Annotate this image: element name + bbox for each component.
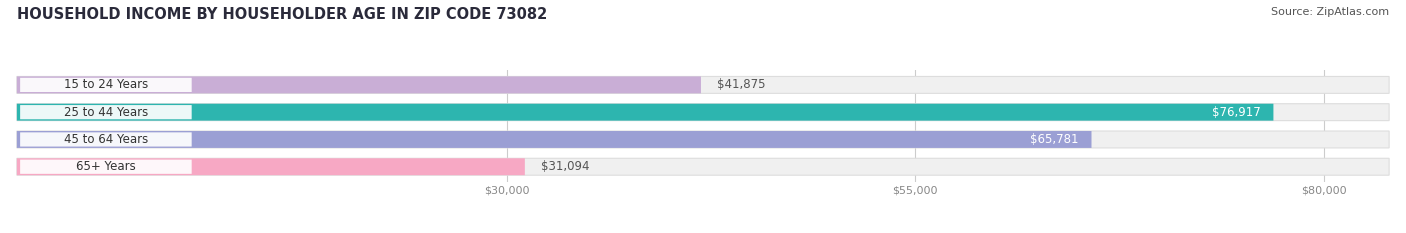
FancyBboxPatch shape	[17, 104, 1389, 121]
FancyBboxPatch shape	[17, 76, 702, 93]
FancyBboxPatch shape	[17, 158, 1389, 175]
Text: 65+ Years: 65+ Years	[76, 160, 136, 173]
FancyBboxPatch shape	[20, 78, 191, 92]
Text: 15 to 24 Years: 15 to 24 Years	[63, 78, 148, 91]
FancyBboxPatch shape	[17, 131, 1091, 148]
Text: 45 to 64 Years: 45 to 64 Years	[63, 133, 148, 146]
Text: $41,875: $41,875	[717, 78, 766, 91]
FancyBboxPatch shape	[17, 76, 1389, 93]
Text: Source: ZipAtlas.com: Source: ZipAtlas.com	[1271, 7, 1389, 17]
FancyBboxPatch shape	[20, 160, 191, 174]
FancyBboxPatch shape	[20, 105, 191, 119]
Text: $65,781: $65,781	[1031, 133, 1078, 146]
FancyBboxPatch shape	[17, 104, 1274, 121]
Text: $76,917: $76,917	[1212, 106, 1260, 119]
FancyBboxPatch shape	[17, 131, 1389, 148]
Text: $31,094: $31,094	[541, 160, 589, 173]
FancyBboxPatch shape	[20, 132, 191, 147]
FancyBboxPatch shape	[17, 158, 524, 175]
Text: HOUSEHOLD INCOME BY HOUSEHOLDER AGE IN ZIP CODE 73082: HOUSEHOLD INCOME BY HOUSEHOLDER AGE IN Z…	[17, 7, 547, 22]
Text: 25 to 44 Years: 25 to 44 Years	[63, 106, 148, 119]
